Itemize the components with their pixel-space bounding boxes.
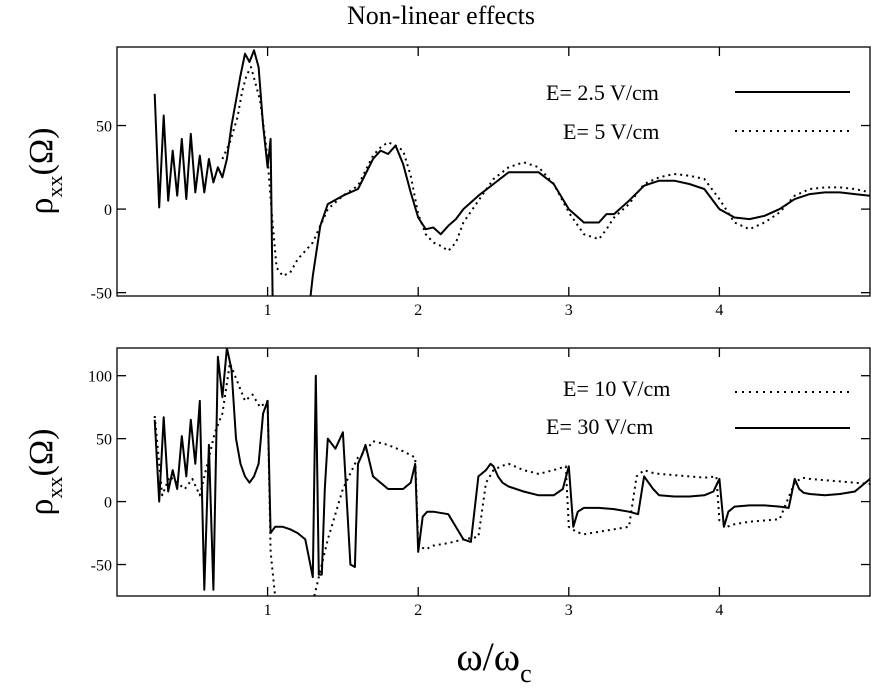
series-line-e-10-v-cm <box>153 362 870 596</box>
x-tick-label: 3 <box>565 602 573 619</box>
x-tick-label: 3 <box>565 302 573 319</box>
legend-label-e-2-5: E= 2.5 V/cm <box>546 80 659 105</box>
legend-label-e-10: E= 10 V/cm <box>563 376 670 401</box>
x-tick-label: 4 <box>715 302 723 319</box>
bottom-panel-series <box>153 348 870 596</box>
top-panel-ylabel: ρxx(Ω) <box>23 128 67 215</box>
y-tick-label: 50 <box>96 432 112 449</box>
y-tick-label: 0 <box>104 495 112 512</box>
top-panel-ticks: 1 2 3 4 -50 0 50 <box>91 47 870 319</box>
top-panel: 1 2 3 4 -50 0 50 ρxx(Ω) E= 2.5 V/cm E= 5 V/cm <box>23 46 871 319</box>
y-tick-label: -50 <box>91 286 112 303</box>
x-axis-label: ω/ωc <box>456 634 531 688</box>
y-tick-label: 50 <box>96 119 112 136</box>
series-line-e-5-v-cm <box>221 66 870 277</box>
top-panel-legend: E= 2.5 V/cm E= 5 V/cm <box>546 80 850 144</box>
bottom-panel: 1 2 3 4 -50 0 50 100 ρxx(Ω) E= 10 V/cm E= 30 V/… <box>23 347 871 619</box>
legend-label-e-5: E= 5 V/cm <box>563 119 659 144</box>
series-line-e-30-v-cm <box>153 348 870 591</box>
chart-title: Non-linear effects <box>347 1 535 30</box>
y-tick-label: -50 <box>91 558 112 575</box>
y-tick-label: 100 <box>88 369 112 386</box>
y-tick-label: 0 <box>104 202 112 219</box>
bottom-panel-legend: E= 10 V/cm E= 30 V/cm <box>546 376 850 439</box>
bottom-panel-frame <box>116 347 871 597</box>
legend-label-e-30: E= 30 V/cm <box>546 414 653 439</box>
bottom-panel-ylabel: ρxx(Ω) <box>23 429 67 516</box>
bottom-panel-ticks: 1 2 3 4 -50 0 50 100 <box>88 348 870 619</box>
x-tick-label: 2 <box>414 302 422 319</box>
top-panel-series <box>153 49 870 296</box>
series-line-e-2-5-v-cm <box>153 49 870 296</box>
x-tick-label: 1 <box>264 602 272 619</box>
x-tick-label: 1 <box>264 302 272 319</box>
x-tick-label: 2 <box>414 602 422 619</box>
top-panel-frame <box>116 46 871 297</box>
x-tick-label: 4 <box>715 602 723 619</box>
